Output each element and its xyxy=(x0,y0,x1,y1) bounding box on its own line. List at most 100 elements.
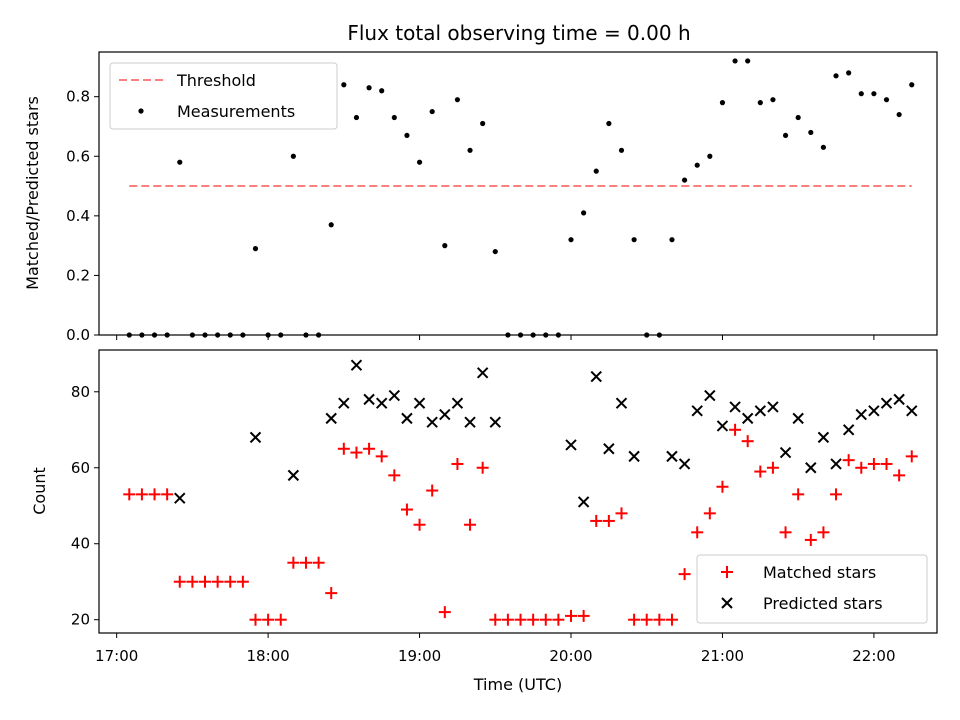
top-ytick-label: 0.2 xyxy=(66,266,90,284)
matched-stars-point xyxy=(552,613,565,626)
matched-stars-point xyxy=(274,613,287,626)
matched-stars-point xyxy=(905,450,918,463)
measurement-point xyxy=(618,147,625,153)
predicted-stars-point xyxy=(691,405,703,417)
predicted-stars-point xyxy=(287,469,300,482)
measurement-point xyxy=(896,111,902,118)
matched-stars-point xyxy=(628,613,641,626)
matched-stars-point xyxy=(893,469,906,482)
matched-stars-point xyxy=(766,461,779,474)
matched-stars-point xyxy=(312,556,325,569)
xtick-label: 17:00 xyxy=(95,647,138,665)
top-legend: Threshold Measurements xyxy=(109,62,338,130)
top-ytick-label: 0.0 xyxy=(66,326,90,344)
predicted-stars-point xyxy=(893,393,905,406)
matched-stars-point xyxy=(867,457,880,470)
measurement-point xyxy=(404,132,410,139)
top-y-axis-label: Matched/Predicted stars xyxy=(23,96,42,290)
predicted-stars-point xyxy=(805,462,817,474)
legend-predicted-label: Predicted stars xyxy=(763,594,883,613)
matched-stars-point xyxy=(615,507,628,520)
measurement-point xyxy=(366,85,372,91)
legend-matched-swatch xyxy=(721,566,733,578)
legend-measurements-label: Measurements xyxy=(177,102,295,121)
measurement-point xyxy=(606,120,612,127)
matched-stars-point xyxy=(817,526,830,539)
bottom-marks xyxy=(123,359,918,626)
xtick-label: 20:00 xyxy=(549,647,592,665)
matched-stars-point xyxy=(375,450,388,463)
predicted-stars-point xyxy=(704,389,716,402)
matched-stars-point xyxy=(729,423,742,436)
predicted-stars-point xyxy=(451,397,464,409)
predicted-stars-point xyxy=(880,397,893,409)
measurement-point xyxy=(467,147,473,153)
predicted-stars-point xyxy=(413,397,426,409)
predicted-stars-point xyxy=(779,446,792,459)
matched-stars-point xyxy=(804,533,817,546)
predicted-stars-point xyxy=(565,439,577,451)
bottom-axes-frame xyxy=(98,349,938,634)
matched-stars-point xyxy=(451,457,464,470)
matched-stars-point xyxy=(249,613,262,626)
matched-stars-point xyxy=(211,575,224,588)
matched-stars-point xyxy=(691,526,704,539)
measurement-point xyxy=(442,243,448,249)
measurement-point xyxy=(290,153,296,159)
predicted-stars-point xyxy=(830,458,842,470)
predicted-stars-point xyxy=(577,496,590,508)
xtick-label: 18:00 xyxy=(246,647,289,665)
matched-stars-point xyxy=(539,613,552,626)
predicted-stars-point xyxy=(716,420,729,432)
measurement-point xyxy=(391,114,397,121)
top-x-ticks xyxy=(116,335,875,340)
predicted-stars-point xyxy=(401,412,413,425)
matched-stars-point xyxy=(754,465,767,478)
top-plot-area: 0.00.20.40.60.8 Matched/Predicted stars … xyxy=(23,51,938,344)
measurement-point xyxy=(846,70,852,76)
matched-stars-point xyxy=(741,435,754,448)
predicted-stars-point xyxy=(590,370,602,383)
measurement-point xyxy=(871,91,877,97)
predicted-stars-point xyxy=(249,431,262,444)
measurement-point xyxy=(568,237,574,243)
measurement-point xyxy=(681,177,688,183)
chart-title: Flux total observing time = 0.00 h xyxy=(347,21,690,45)
matched-stars-point xyxy=(363,442,376,455)
predicted-stars-point xyxy=(628,450,640,463)
measurement-point xyxy=(593,168,599,174)
predicted-stars-point xyxy=(603,443,615,455)
matched-stars-point xyxy=(703,507,716,520)
top-ytick-label: 0.6 xyxy=(66,147,90,165)
xtick-label: 19:00 xyxy=(398,647,441,665)
measurement-point xyxy=(770,97,776,103)
matched-stars-point xyxy=(350,446,363,459)
matched-stars-point xyxy=(577,609,590,622)
predicted-stars-point xyxy=(325,412,337,425)
bottom-ytick-label: 20 xyxy=(71,611,90,629)
predicted-stars-point xyxy=(350,359,363,371)
matched-stars-point xyxy=(135,488,148,501)
measurement-point xyxy=(707,153,713,159)
matched-stars-point xyxy=(413,518,426,531)
matched-stars-point xyxy=(161,488,174,501)
measurement-point xyxy=(808,129,814,136)
matched-stars-point xyxy=(476,461,489,474)
predicted-stars-point xyxy=(464,416,476,428)
measurement-point xyxy=(492,248,498,255)
measurement-point xyxy=(782,132,789,139)
top-legend-box xyxy=(109,62,338,130)
measurement-point xyxy=(833,73,839,79)
predicted-stars-point xyxy=(363,393,375,406)
xtick-label: 21:00 xyxy=(701,647,744,665)
matched-stars-point xyxy=(148,488,161,501)
measurement-point xyxy=(353,114,360,121)
matched-stars-point xyxy=(640,613,653,626)
matched-stars-point xyxy=(590,514,603,527)
matched-stars-point xyxy=(830,488,843,501)
xtick-label: 22:00 xyxy=(852,647,895,665)
matched-stars-point xyxy=(501,613,514,626)
matched-stars-point xyxy=(464,518,477,531)
